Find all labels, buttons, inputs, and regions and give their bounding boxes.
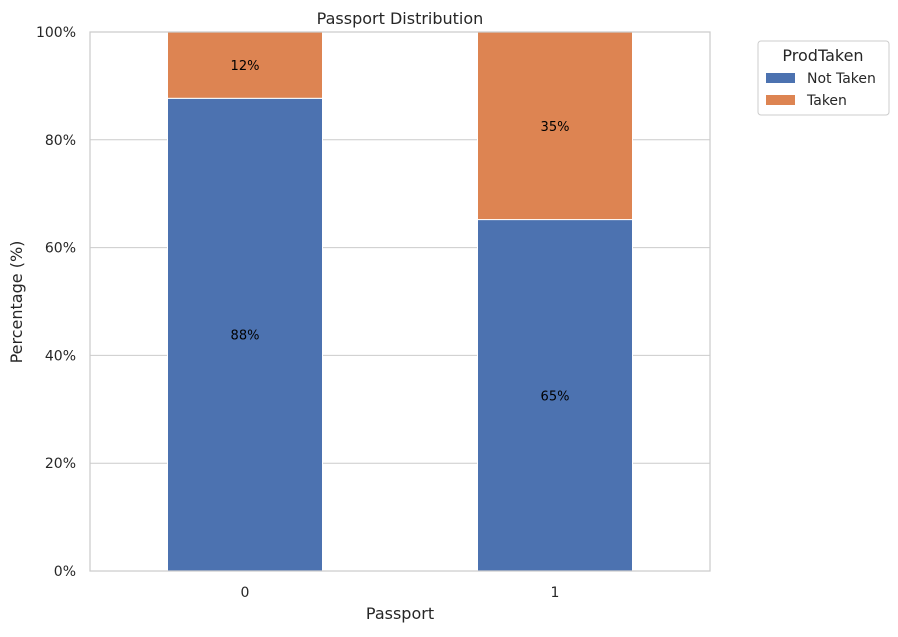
plot-frame [89,31,711,572]
data-label: 12% [231,59,260,74]
y-tick-label: 60% [45,241,76,257]
bar-labels: 88% 12% 65% 35% [231,59,570,404]
legend-title: ProdTaken [782,46,863,65]
x-axis-label: Passport [366,604,434,623]
legend-label-not-taken: Not Taken [807,71,876,87]
data-label: 65% [541,389,570,404]
bar-taken-0 [167,31,323,99]
data-label: 35% [541,120,570,135]
bars [167,31,633,572]
y-tick-label: 100% [36,25,76,41]
legend-swatch-not-taken [766,73,795,83]
x-tick-label: 1 [551,585,560,601]
y-tick-label: 40% [45,348,76,364]
bar-not-taken-1 [477,219,633,572]
y-tick-label: 20% [45,456,76,472]
y-tick-label: 0% [54,564,76,580]
bar-not-taken-0 [167,97,323,572]
legend: ProdTaken Not Taken Taken [757,40,890,116]
axes: 0% 20% 40% 60% 80% 100% 0 1 [36,25,711,601]
legend-swatch-taken [766,95,795,105]
y-axis-label: Percentage (%) [7,241,26,364]
y-tick-label: 80% [45,133,76,149]
data-label: 88% [231,329,260,344]
chart-title: Passport Distribution [317,9,484,28]
x-tick-label: 0 [241,585,250,601]
legend-label-taken: Taken [806,93,847,109]
